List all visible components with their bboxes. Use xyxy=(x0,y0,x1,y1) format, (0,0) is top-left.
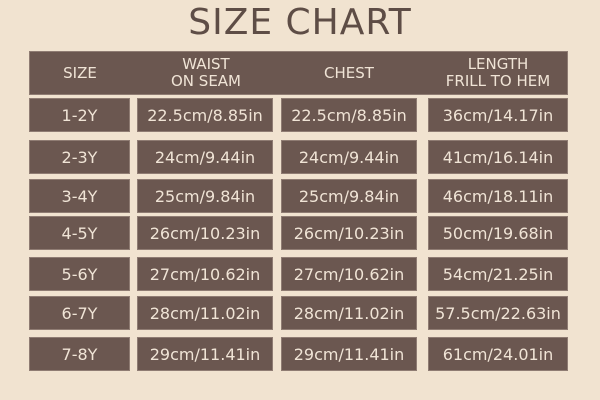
cell-length: 36cm/14.17in xyxy=(428,98,568,132)
header-length: LENGTH FRILL TO HEM xyxy=(429,52,567,94)
table-header: SIZE WAIST ON SEAM CHEST LENGTH FRILL TO H… xyxy=(29,51,568,95)
cell-length: 46cm/18.11in xyxy=(428,179,568,213)
cell-size: 7-8Y xyxy=(29,337,130,371)
cell-length: 61cm/24.01in xyxy=(428,337,568,371)
page-title: SIZE CHART xyxy=(188,2,412,43)
header-length-line2: FRILL TO HEM xyxy=(445,72,551,90)
header-waist-line1: WAIST xyxy=(182,55,230,73)
cell-size: 4-5Y xyxy=(29,216,130,250)
header-waist: WAIST ON SEAM xyxy=(138,52,274,94)
header-chest-label: CHEST xyxy=(324,63,374,82)
cell-chest: 28cm/11.02in xyxy=(281,296,417,330)
header-size: SIZE xyxy=(30,52,130,94)
cell-size: 1-2Y xyxy=(29,98,130,132)
header-length-line1: LENGTH xyxy=(467,55,529,73)
cell-waist: 25cm/9.84in xyxy=(137,179,273,213)
header-size-label: SIZE xyxy=(63,63,97,82)
cell-chest: 22.5cm/8.85in xyxy=(281,98,417,132)
cell-waist: 26cm/10.23in xyxy=(137,216,273,250)
cell-chest: 24cm/9.44in xyxy=(281,140,417,174)
cell-waist: 24cm/9.44in xyxy=(137,140,273,174)
cell-size: 6-7Y xyxy=(29,296,130,330)
cell-size: 5-6Y xyxy=(29,257,130,291)
header-chest: CHEST xyxy=(281,52,417,94)
cell-size: 3-4Y xyxy=(29,179,130,213)
cell-length: 54cm/21.25in xyxy=(428,257,568,291)
cell-chest: 29cm/11.41in xyxy=(281,337,417,371)
cell-length: 50cm/19.68in xyxy=(428,216,568,250)
cell-waist: 22.5cm/8.85in xyxy=(137,98,273,132)
cell-size: 2-3Y xyxy=(29,140,130,174)
cell-chest: 26cm/10.23in xyxy=(281,216,417,250)
cell-length: 57.5cm/22.63in xyxy=(428,296,568,330)
cell-chest: 25cm/9.84in xyxy=(281,179,417,213)
header-waist-line2: ON SEAM xyxy=(171,72,241,90)
cell-length: 41cm/16.14in xyxy=(428,140,568,174)
cell-waist: 27cm/10.62in xyxy=(137,257,273,291)
cell-waist: 28cm/11.02in xyxy=(137,296,273,330)
cell-chest: 27cm/10.62in xyxy=(281,257,417,291)
cell-waist: 29cm/11.41in xyxy=(137,337,273,371)
